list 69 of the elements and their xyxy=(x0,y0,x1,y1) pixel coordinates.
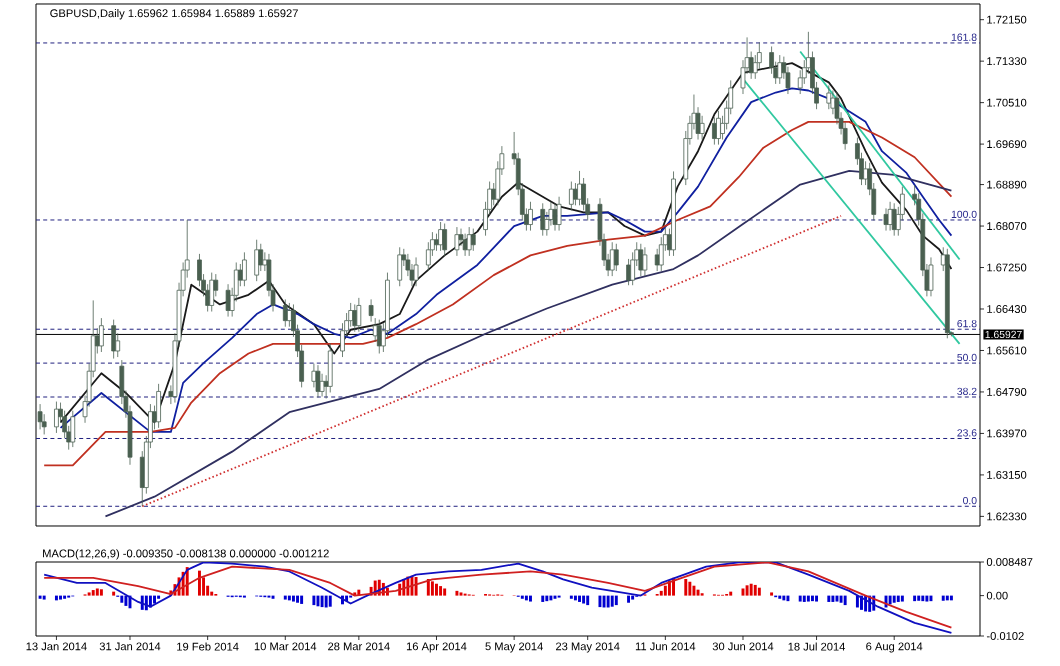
candlestick xyxy=(654,248,660,272)
candlestick xyxy=(405,253,411,277)
candlestick xyxy=(801,59,807,85)
candlestick xyxy=(425,241,431,272)
candlestick xyxy=(495,160,501,206)
candlestick xyxy=(156,383,161,429)
candlestick xyxy=(671,171,676,257)
candlestick xyxy=(544,211,550,237)
candlestick xyxy=(842,121,848,151)
candlestick xyxy=(70,410,76,448)
candlestick xyxy=(197,253,202,287)
line-series xyxy=(104,170,953,518)
candlestick xyxy=(573,182,578,206)
candlestick xyxy=(630,251,636,286)
candlestick xyxy=(54,401,59,434)
candlestick xyxy=(830,90,836,115)
candlestick xyxy=(99,317,104,353)
candlestick xyxy=(209,272,215,312)
candlestick xyxy=(785,66,791,95)
candlestick xyxy=(740,59,746,95)
candlestick xyxy=(613,243,619,272)
candlestick xyxy=(699,115,705,140)
candlestick xyxy=(397,246,403,287)
candlestick xyxy=(111,319,117,359)
candlestick xyxy=(254,239,260,282)
candlestick xyxy=(356,297,362,333)
candlestick xyxy=(891,202,897,237)
candlestick xyxy=(752,54,758,80)
candlestick xyxy=(540,202,546,237)
candlestick xyxy=(282,298,288,328)
candlestick xyxy=(327,343,333,393)
candlestick xyxy=(658,236,664,272)
candlestick xyxy=(442,223,448,257)
candlestick xyxy=(41,413,47,435)
candlestick xyxy=(642,246,648,277)
candlestick xyxy=(720,115,725,140)
candlestick xyxy=(409,263,415,287)
candlestick xyxy=(413,257,419,287)
candlestick xyxy=(470,228,476,252)
candlestick xyxy=(834,91,840,125)
candlestick xyxy=(368,298,374,323)
candlestick xyxy=(581,177,586,211)
candlestick xyxy=(242,251,247,287)
candlestick xyxy=(777,54,783,85)
candlestick xyxy=(683,130,689,186)
candlestick xyxy=(756,42,762,70)
candlestick xyxy=(826,85,832,110)
candlestick xyxy=(887,201,893,231)
candlestick xyxy=(863,160,868,186)
candlestick xyxy=(556,196,562,231)
candlestick xyxy=(716,110,721,146)
candlestick xyxy=(458,228,464,247)
candlestick xyxy=(797,69,803,95)
candlestick xyxy=(609,241,615,277)
candlestick xyxy=(462,233,468,257)
candlestick xyxy=(577,170,582,206)
candlestick xyxy=(626,258,631,286)
candlestick xyxy=(115,332,121,358)
candlestick xyxy=(454,226,460,257)
candlestick xyxy=(638,243,644,277)
candlestick xyxy=(119,359,125,405)
candlestick xyxy=(466,226,472,257)
candlestick xyxy=(769,46,774,75)
candlestick xyxy=(62,410,67,439)
candlestick xyxy=(315,364,321,398)
candlestick xyxy=(568,181,574,211)
candlestick xyxy=(37,403,43,430)
candlestick xyxy=(319,373,325,397)
candlestick xyxy=(340,322,345,358)
